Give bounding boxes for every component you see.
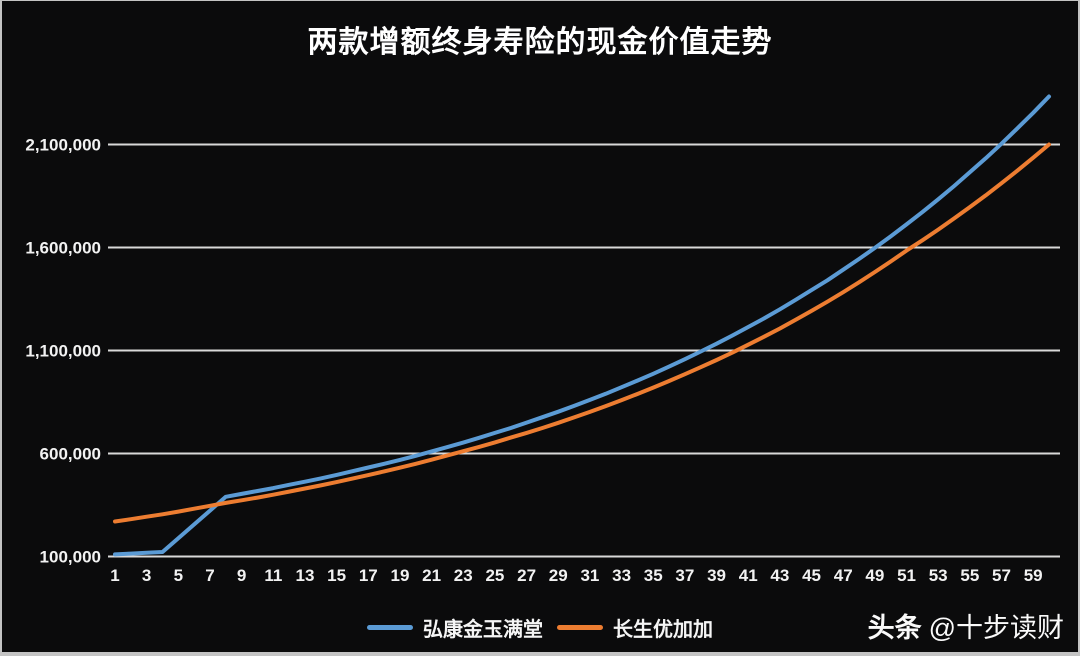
watermark-handle: @十步读财 bbox=[928, 612, 1064, 643]
x-axis-tick-label: 23 bbox=[454, 566, 473, 585]
legend-item: 弘康金玉满堂 bbox=[367, 613, 543, 642]
x-axis-tick-label: 7 bbox=[205, 566, 214, 585]
x-axis-tick-label: 45 bbox=[802, 566, 821, 585]
x-axis-tick-label: 3 bbox=[142, 566, 151, 585]
x-axis-tick-label: 31 bbox=[580, 566, 599, 585]
x-axis-tick-label: 57 bbox=[992, 566, 1011, 585]
x-axis-tick-label: 15 bbox=[327, 566, 346, 585]
series-line-1 bbox=[113, 142, 1051, 524]
chart-title: 两款增额终身寿险的现金价值走势 bbox=[307, 26, 773, 59]
watermark-brand: 头条 bbox=[867, 612, 922, 643]
x-axis-tick-label: 49 bbox=[865, 566, 884, 585]
x-axis-tick-label: 55 bbox=[960, 566, 979, 585]
x-axis-tick-label: 39 bbox=[707, 566, 726, 585]
x-axis-tick-label: 13 bbox=[296, 566, 315, 585]
x-axis-tick-label: 11 bbox=[264, 566, 282, 585]
x-axis-tick-label: 25 bbox=[485, 566, 504, 585]
y-axis-tick-label: 1,100,000 bbox=[25, 342, 101, 361]
legend-label: 长生优加加 bbox=[613, 619, 713, 641]
legend-marker-line bbox=[557, 625, 603, 630]
x-axis-tick-label: 21 bbox=[422, 566, 441, 585]
x-axis-tick-label: 43 bbox=[770, 566, 789, 585]
x-axis-tick-label: 17 bbox=[359, 566, 378, 585]
x-axis-tick-label: 47 bbox=[834, 566, 853, 585]
x-axis-tick-label: 27 bbox=[517, 566, 536, 585]
x-axis-tick-label: 19 bbox=[390, 566, 409, 585]
x-axis-tick-label: 53 bbox=[929, 566, 948, 585]
legend: 弘康金玉满堂 长生优加加 bbox=[2, 613, 1078, 642]
x-axis-tick-label: 37 bbox=[675, 566, 694, 585]
series-line-0 bbox=[113, 94, 1051, 557]
legend-item: 长生优加加 bbox=[557, 613, 713, 642]
x-axis-tick-label: 41 bbox=[739, 566, 758, 585]
legend-label: 弘康金玉满堂 bbox=[423, 619, 543, 641]
x-axis-tick-label: 59 bbox=[1024, 566, 1043, 585]
legend-marker-line bbox=[367, 625, 413, 630]
x-axis-tick-label: 51 bbox=[897, 566, 916, 585]
x-axis-tick-label: 5 bbox=[174, 566, 183, 585]
y-axis-tick-label: 100,000 bbox=[40, 548, 101, 567]
y-axis-tick-label: 600,000 bbox=[40, 445, 101, 464]
x-axis-tick-label: 35 bbox=[644, 566, 663, 585]
x-axis-tick-label: 29 bbox=[549, 566, 568, 585]
x-axis-tick-label: 33 bbox=[612, 566, 631, 585]
y-axis-tick-label: 2,100,000 bbox=[25, 136, 101, 155]
watermark: 头条 @十步读财 bbox=[868, 612, 1064, 644]
x-axis-tick-label: 9 bbox=[237, 566, 246, 585]
x-axis-tick-label: 1 bbox=[110, 566, 119, 585]
y-axis-tick-label: 1,600,000 bbox=[25, 239, 101, 258]
